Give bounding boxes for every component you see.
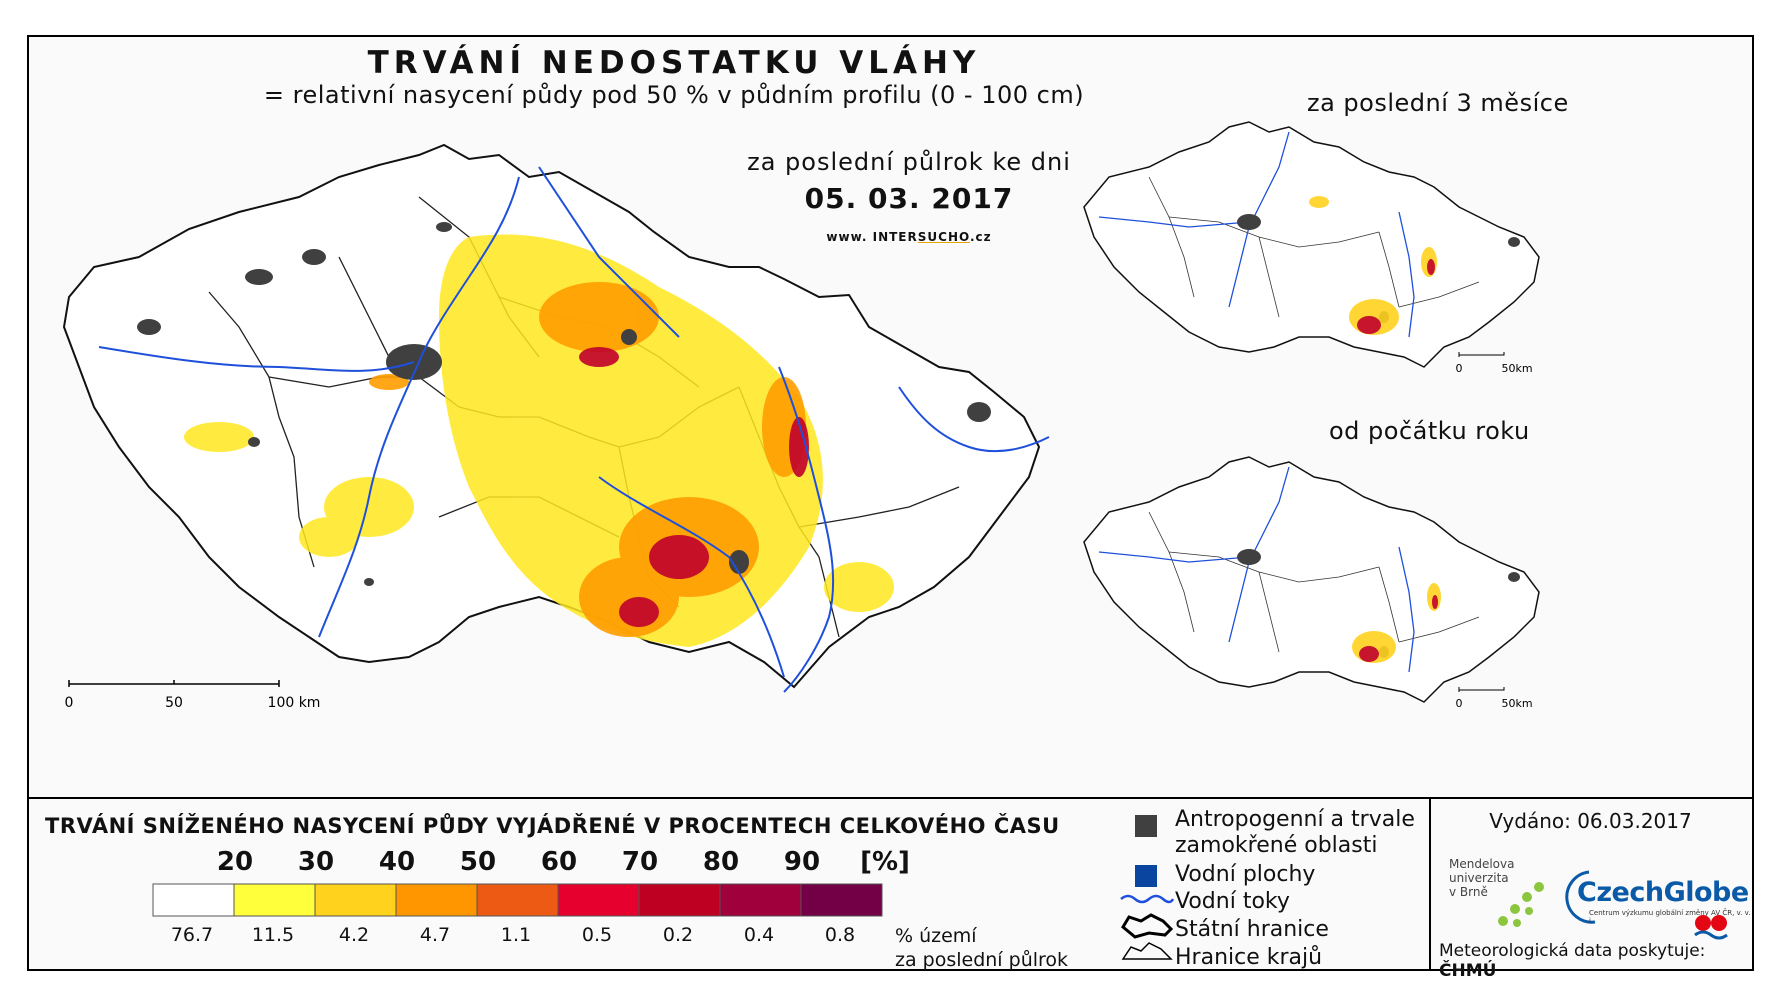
svg-text:0: 0 <box>65 695 74 711</box>
rivers <box>98 166 1050 693</box>
meteo-data-provider: Meteorologická data poskytuje: ČHMÚ <box>1439 941 1706 981</box>
key-symbols <box>1120 894 1175 960</box>
legend-share: 0.4 <box>743 924 775 946</box>
inset-title-year: od počátku roku <box>1329 417 1530 445</box>
period-label: za poslední půlrok ke dni <box>747 148 1071 176</box>
svg-text:0: 0 <box>1456 362 1463 375</box>
legend-swatch <box>476 883 559 917</box>
svg-text:50: 50 <box>165 695 183 711</box>
legend-share: 0.5 <box>581 924 613 946</box>
state-border-symbol <box>1121 913 1174 939</box>
map-sheet: TRVÁNÍ NEDOSTATKU VLÁHY = relativní nasy… <box>27 35 1754 981</box>
river-symbol <box>1120 894 1175 904</box>
urban-areas <box>137 222 991 586</box>
legend-divider <box>29 797 1752 799</box>
legend-swatch <box>638 883 721 917</box>
region-border-symbol <box>1121 942 1173 960</box>
key-region-border: Hranice krajů <box>1175 945 1323 970</box>
key-water-areas: Vodní plochy <box>1175 862 1316 887</box>
chmu-label: ČHMÚ <box>1439 961 1497 981</box>
key-anthropogenic: Antropogenní a trvale zamokřené oblasti <box>1175 807 1415 858</box>
key-rivers: Vodní toky <box>1175 889 1290 914</box>
czechglobe-subtitle: Centrum výzkumu globální změny AV ČR, v.… <box>1589 909 1751 925</box>
map-title: TRVÁNÍ NEDOSTATKU VLÁHY <box>367 45 981 81</box>
legend-threshold: 70 <box>621 847 659 877</box>
mendel-dots-icon <box>1498 882 1544 927</box>
legend-share: 4.7 <box>419 924 451 946</box>
legend-share: 4.2 <box>338 924 370 946</box>
legend-swatch <box>800 883 883 917</box>
map-subtitle: = relativní nasycení půdy pod 50 % v půd… <box>263 81 1085 109</box>
svg-text:50km: 50km <box>1501 697 1532 710</box>
legend-swatch <box>314 883 397 917</box>
legend-threshold: 40 <box>378 847 416 877</box>
legend-threshold: 20 <box>216 847 254 877</box>
map-date: 05. 03. 2017 <box>804 182 1014 215</box>
legend-threshold: 90 <box>783 847 821 877</box>
key-state-border: Státní hranice <box>1175 917 1329 942</box>
svg-text:50km: 50km <box>1501 362 1532 375</box>
legend-swatch <box>719 883 802 917</box>
chmu-logo-icon <box>1694 915 1728 940</box>
inset-map-3-months: 0 50km <box>1083 121 1540 375</box>
legend-threshold: 60 <box>540 847 578 877</box>
legend-swatch <box>557 883 640 917</box>
legend-share: 1.1 <box>500 924 532 946</box>
legend-swatch <box>233 883 316 917</box>
legend-swatch <box>152 883 235 917</box>
svg-text:100 km: 100 km <box>268 695 321 711</box>
footer-divider <box>1429 797 1431 969</box>
czechglobe-logo: CzechGlobe <box>1577 877 1749 908</box>
legend-threshold: 50 <box>459 847 497 877</box>
inset-title-3-months: za poslední 3 měsíce <box>1307 89 1569 117</box>
legend-share: 11.5 <box>251 924 295 946</box>
czechglobe-arc-icon <box>1565 870 1596 924</box>
legend-threshold: 30 <box>297 847 335 877</box>
mendel-university-logo: Mendelova univerzita v Brně <box>1449 857 1515 899</box>
legend-title: TRVÁNÍ SNÍŽENÉHO NASYCENÍ PŮDY VYJÁDŘENÉ… <box>45 814 1060 838</box>
legend-unit: [%] <box>860 847 910 877</box>
drought-area-high <box>579 347 809 627</box>
inset-map-year: 0 50km <box>1083 456 1540 710</box>
website-label: www. INTERSUCHO.cz <box>826 230 992 244</box>
legend-share: 0.8 <box>824 924 856 946</box>
main-scalebar: 0 50 100 km <box>65 680 321 711</box>
main-drought-map: 0 50 100 km <box>62 143 1050 711</box>
legend-threshold: 80 <box>702 847 740 877</box>
legend-share: 0.2 <box>662 924 694 946</box>
legend-share: 76.7 <box>170 924 214 946</box>
issued-date: Vydáno: 06.03.2017 <box>1489 809 1692 833</box>
water-area-swatch <box>1135 865 1157 887</box>
anthropogenic-swatch <box>1135 815 1157 837</box>
svg-text:0: 0 <box>1456 697 1463 710</box>
legend-swatch <box>395 883 478 917</box>
legend-share-unit: % území za poslední půlrok <box>895 925 1069 971</box>
legend-color-bar <box>152 883 883 917</box>
